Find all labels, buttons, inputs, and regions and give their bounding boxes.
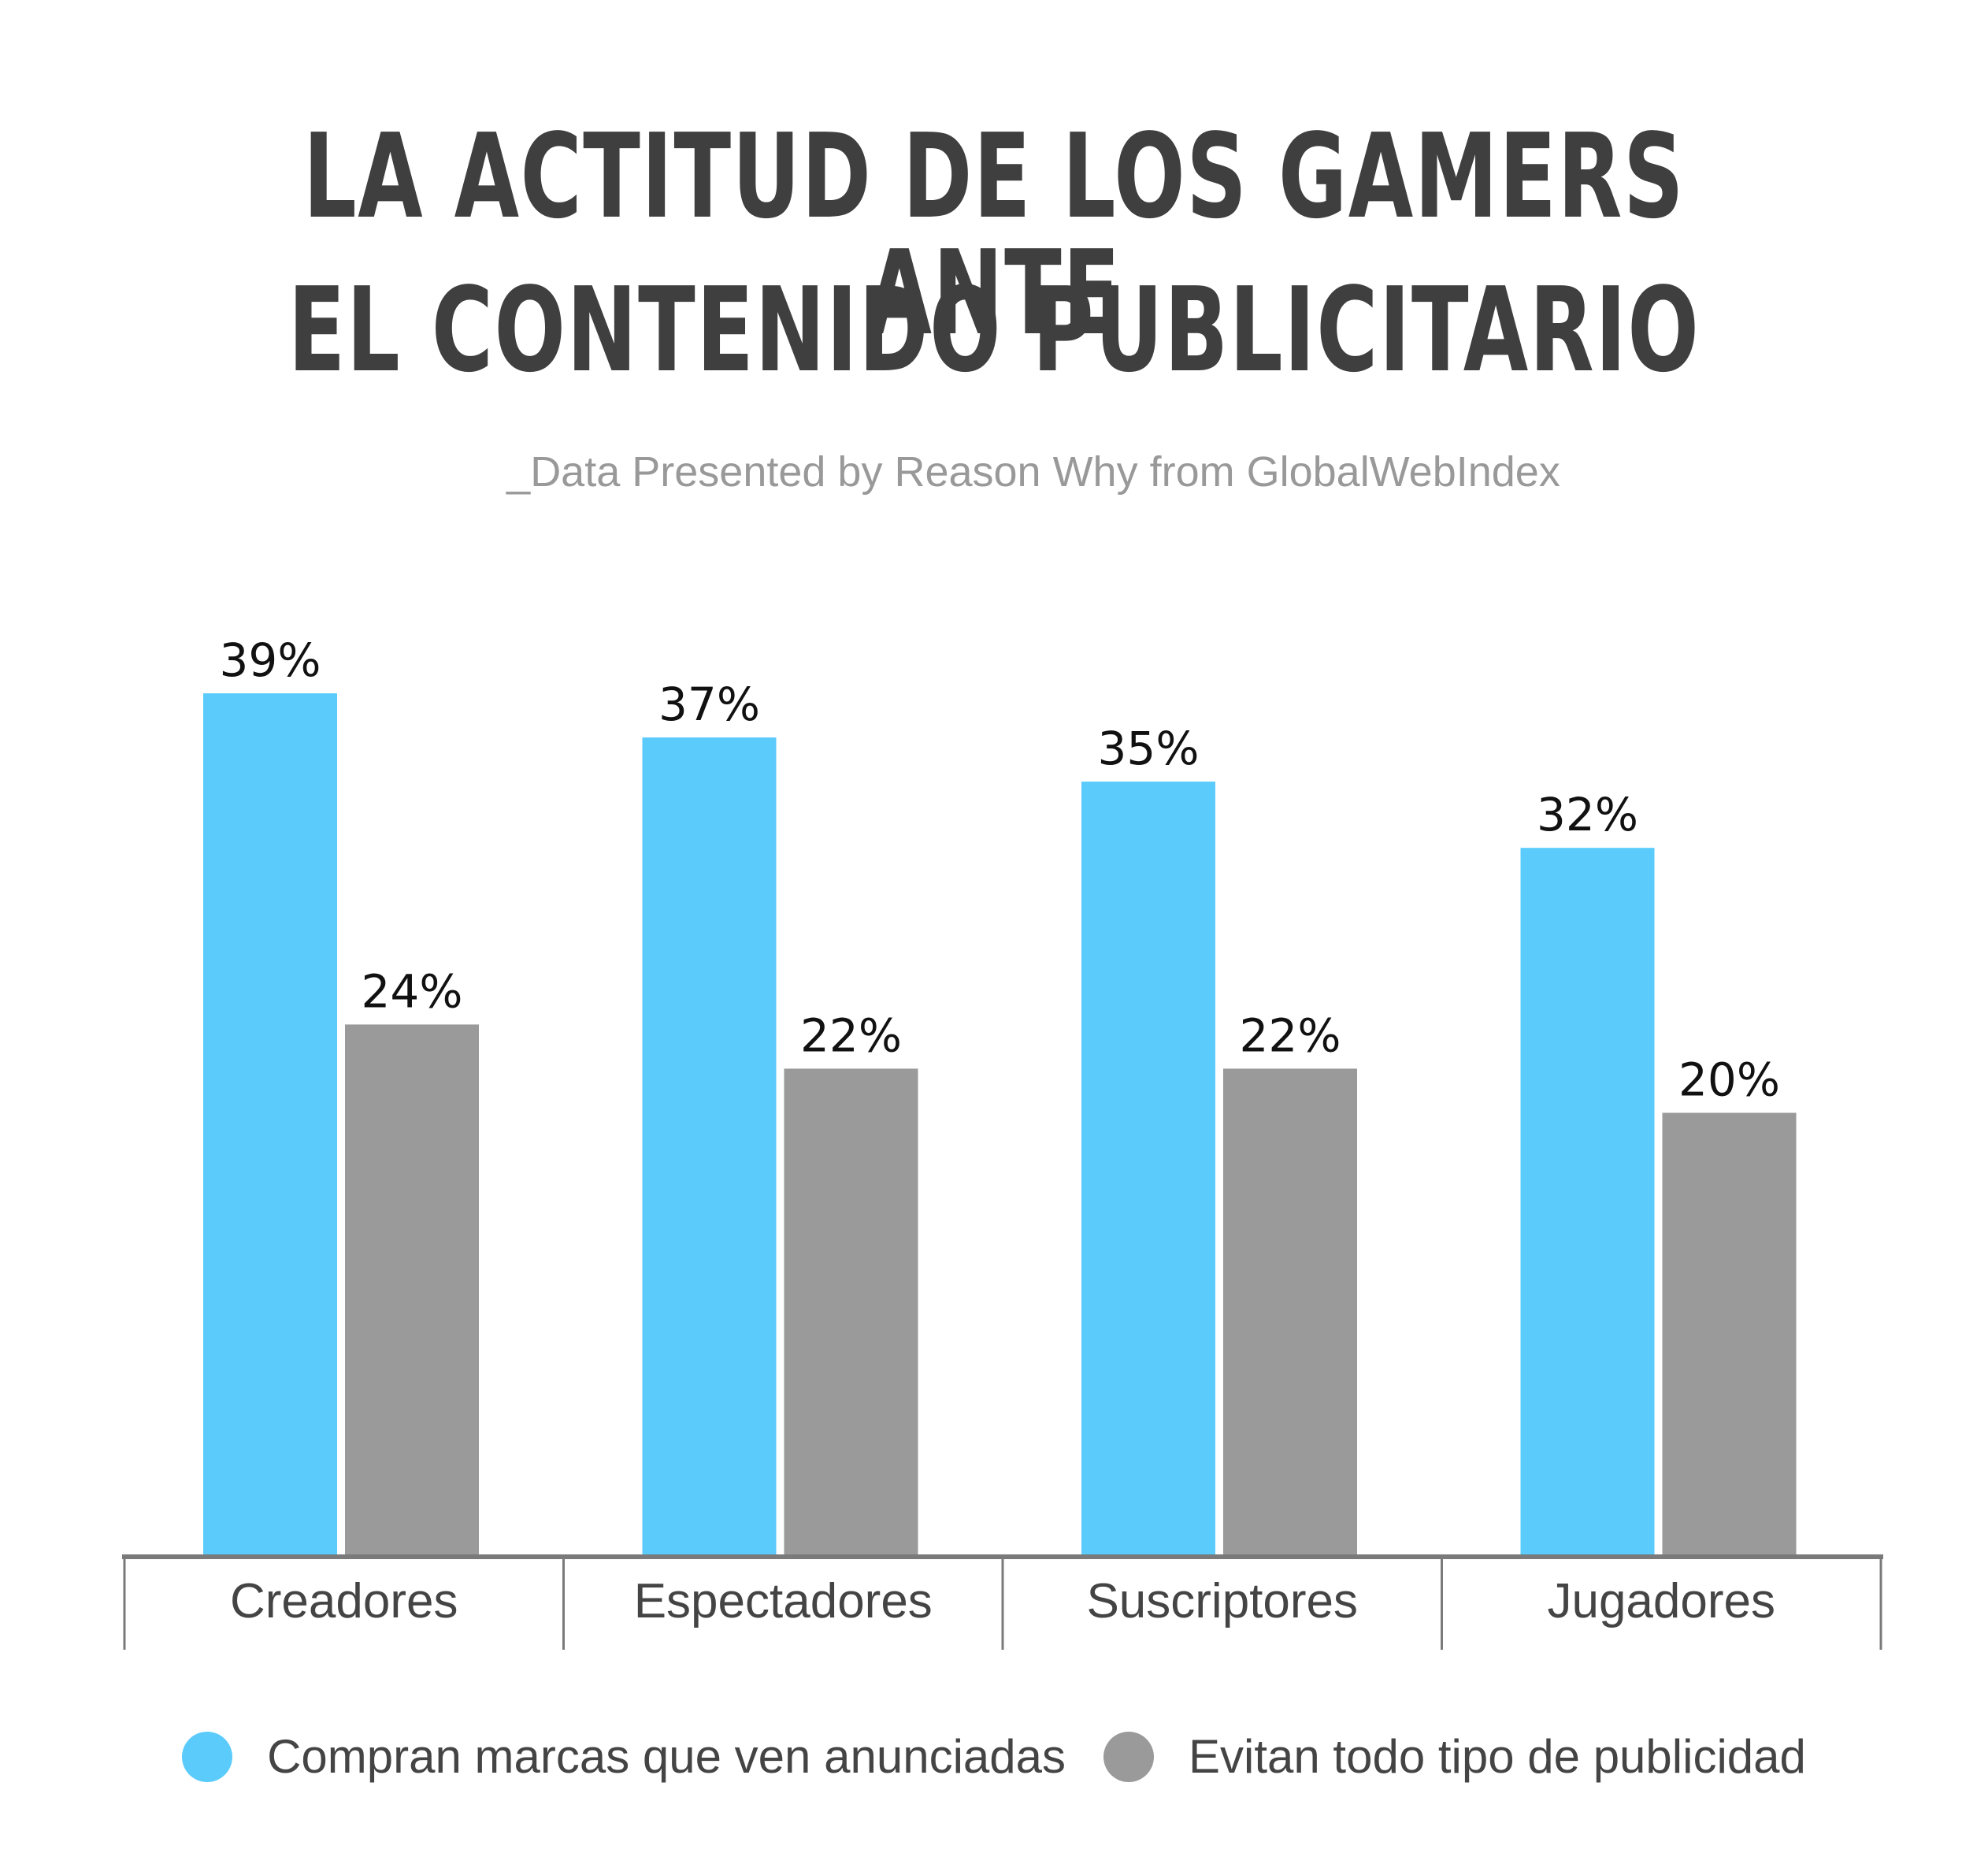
bar-value-label: 24% — [362, 964, 463, 1018]
category-label-espectadores: Espectadores — [634, 1574, 933, 1628]
bar-creadores-series-2 — [345, 1024, 479, 1554]
chart-subtitle: _Data Presented by Reason Why from Globa… — [506, 448, 1560, 496]
category-label-creadores: Creadores — [230, 1574, 458, 1628]
chart-legend: Compran marcas que ven anunciadas Evitan… — [0, 1729, 1988, 1784]
bar-espectadores-series-2 — [784, 1068, 918, 1554]
bar-value-label: 20% — [1678, 1053, 1780, 1106]
bar-value-label: 22% — [800, 1008, 902, 1062]
bar-value-label: 32% — [1537, 788, 1638, 841]
legend-label-series-1: Compran marcas que ven anunciadas — [267, 1730, 1066, 1783]
legend-item-series-2: Evitan todo tipo de publicidad — [1103, 1729, 1806, 1784]
legend-swatch-series-1 — [182, 1731, 233, 1782]
category-label-suscriptores: Suscriptores — [1086, 1574, 1358, 1628]
legend-label-series-2: Evitan todo tipo de publicidad — [1189, 1730, 1806, 1783]
bar-espectadores-series-1 — [642, 737, 777, 1554]
chart-title-line-2: EL CONTENIDO PUBLICITARIO — [287, 262, 1701, 398]
bar-value-label: 22% — [1240, 1008, 1341, 1062]
bar-suscriptores-series-2 — [1223, 1068, 1357, 1554]
bar-creadores-series-1 — [203, 693, 337, 1554]
legend-swatch-series-2 — [1103, 1731, 1154, 1782]
bar-value-label: 35% — [1098, 722, 1200, 775]
legend-item-series-1: Compran marcas que ven anunciadas — [182, 1729, 1066, 1784]
bar-suscriptores-series-1 — [1081, 782, 1215, 1554]
chart-title-line-1: LA ACTITUD DE LOS GAMERS ANTE — [302, 109, 1686, 361]
bar-jugadores-series-2 — [1662, 1112, 1797, 1554]
bar-value-label: 39% — [220, 633, 321, 687]
category-label-jugadores: Jugadores — [1547, 1574, 1775, 1628]
bar-value-label: 37% — [658, 678, 760, 731]
bar-jugadores-series-1 — [1520, 848, 1655, 1554]
